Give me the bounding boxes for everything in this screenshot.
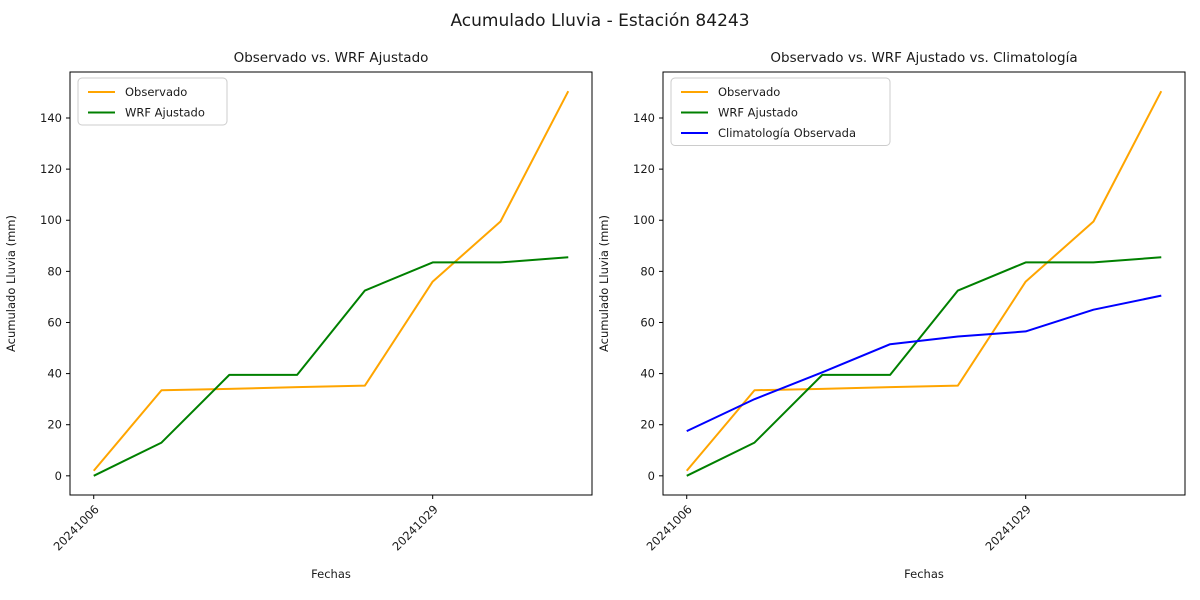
subplot-title: Observado vs. WRF Ajustado <box>234 50 429 66</box>
legend-label-wrf-ajustado: WRF Ajustado <box>718 106 798 120</box>
legend: Observado WRF Ajustado <box>77 77 228 126</box>
legend-label-observado: Observado <box>125 85 187 99</box>
y-tick-label: 60 <box>47 315 62 329</box>
x-tick-label: 20241029 <box>983 502 1034 553</box>
subplot-left: Observado vs. WRF Ajustado 0 20 40 60 80 100 12… <box>4 50 593 581</box>
y-axis-label: Acumulado Lluvia (mm) <box>597 215 611 352</box>
y-tick-label: 60 <box>640 315 655 329</box>
y-tick-label: 0 <box>55 469 62 483</box>
y-tick-label: 100 <box>633 213 655 227</box>
y-tick-label: 120 <box>633 162 655 176</box>
subplot-title: Observado vs. WRF Ajustado vs. Climatolo… <box>770 50 1077 66</box>
y-tick-label: 20 <box>47 418 62 432</box>
y-tick-label: 140 <box>633 111 655 125</box>
y-tick-label: 40 <box>640 367 655 381</box>
x-tick-label: 20241029 <box>390 502 441 553</box>
series-line-observado <box>685 90 1163 472</box>
y-tick-label: 120 <box>40 162 62 176</box>
series-line-observado <box>92 90 570 472</box>
subplot-right: Observado vs. WRF Ajustado vs. Climatolo… <box>597 50 1186 581</box>
x-tick-label: 20241006 <box>51 502 102 553</box>
series-line-climatolog-a-observada <box>686 294 1162 433</box>
y-tick-label: 80 <box>47 264 62 278</box>
y-tick-label: 80 <box>640 264 655 278</box>
y-tick-label: 0 <box>648 469 655 483</box>
y-axis-label: Acumulado Lluvia (mm) <box>4 215 18 352</box>
y-tick-label: 140 <box>40 111 62 125</box>
series-line-wrf-ajustado <box>93 256 569 477</box>
y-tick-label: 40 <box>47 367 62 381</box>
legend-label-wrf-ajustado: WRF Ajustado <box>125 106 205 120</box>
legend-label-observado: Observado <box>718 85 780 99</box>
legend-box <box>77 77 228 126</box>
x-axis-label: Fechas <box>904 567 944 581</box>
y-tick-label: 100 <box>40 213 62 227</box>
legend: Observado WRF Ajustado Climatología Observ… <box>670 77 891 146</box>
x-tick-label: 20241006 <box>644 502 695 553</box>
axes-border <box>662 71 1186 496</box>
figure-title: Acumulado Lluvia - Estación 84243 <box>450 11 750 31</box>
y-tick-label: 20 <box>640 418 655 432</box>
legend-label-climatolog-a-observada: Climatología Observada <box>718 126 856 140</box>
x-axis-label: Fechas <box>311 567 351 581</box>
legend-box <box>670 77 891 146</box>
series-line-wrf-ajustado <box>686 256 1162 477</box>
axes-border <box>69 71 593 496</box>
